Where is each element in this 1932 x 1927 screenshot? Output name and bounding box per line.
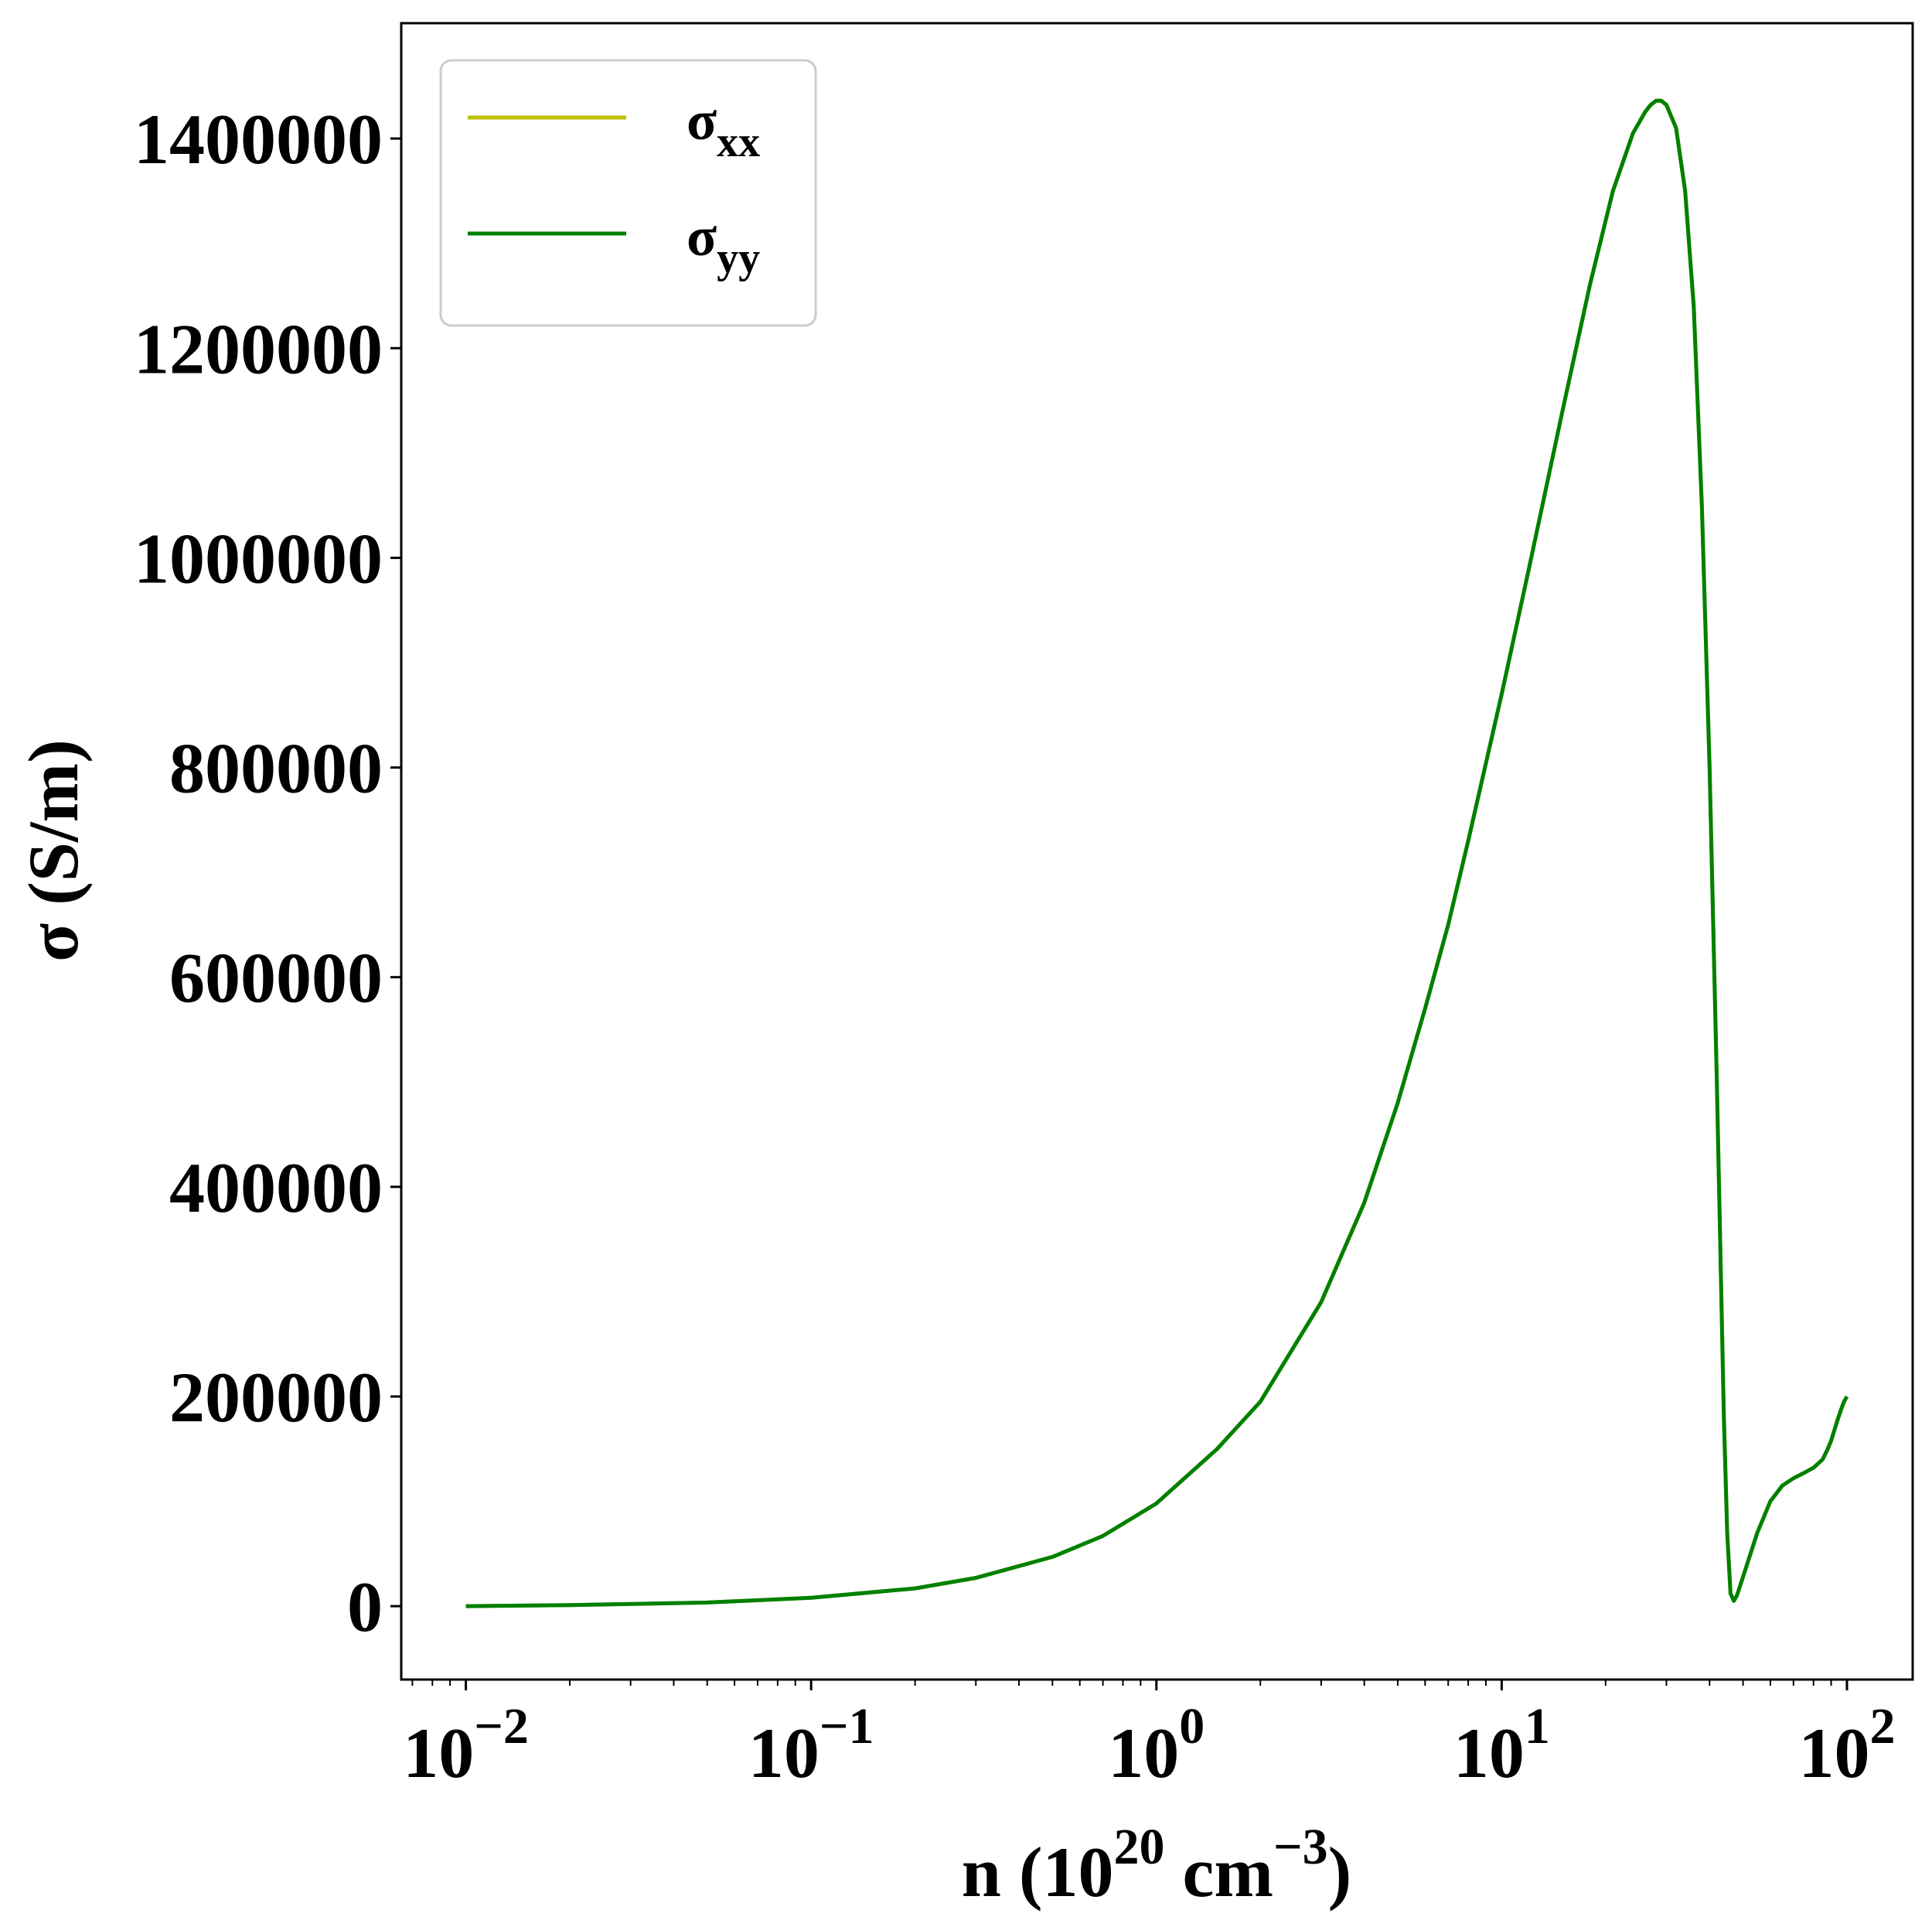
y-axis-label: σ (S/m): [14, 739, 93, 962]
x-tick-label: 101: [1453, 1698, 1550, 1792]
legend-box: [439, 59, 817, 327]
legend: σxx σyy: [439, 59, 817, 327]
x-tick-label: 10−1: [748, 1698, 874, 1792]
y-tick-label: 1000000: [134, 519, 383, 598]
y-tick-label: 0: [347, 1567, 383, 1646]
y-tick-label: 1400000: [134, 100, 383, 179]
x-tick-label: 100: [1108, 1698, 1205, 1792]
y-tick-label: 200000: [169, 1358, 383, 1437]
tick-layer: 0 200000 400000 600000 800000 1000000 1200000 1…: [134, 100, 1895, 1792]
series-layer: [465, 98, 1849, 1608]
y-tick-label: 1200000: [134, 309, 383, 388]
y-tick-label: 800000: [169, 729, 383, 808]
y-tick-label: 600000: [169, 939, 383, 1018]
x-axis-label: n (1020 cm−3): [962, 1819, 1352, 1912]
series-line-yy: [465, 98, 1849, 1608]
legend-label-sigma-xx: σxx: [687, 90, 760, 166]
x-tick-label: 102: [1798, 1698, 1895, 1792]
y-tick-label: 400000: [169, 1148, 383, 1227]
legend-label-sigma-yy: σyy: [687, 206, 760, 282]
x-tick-label: 10−2: [403, 1698, 529, 1792]
